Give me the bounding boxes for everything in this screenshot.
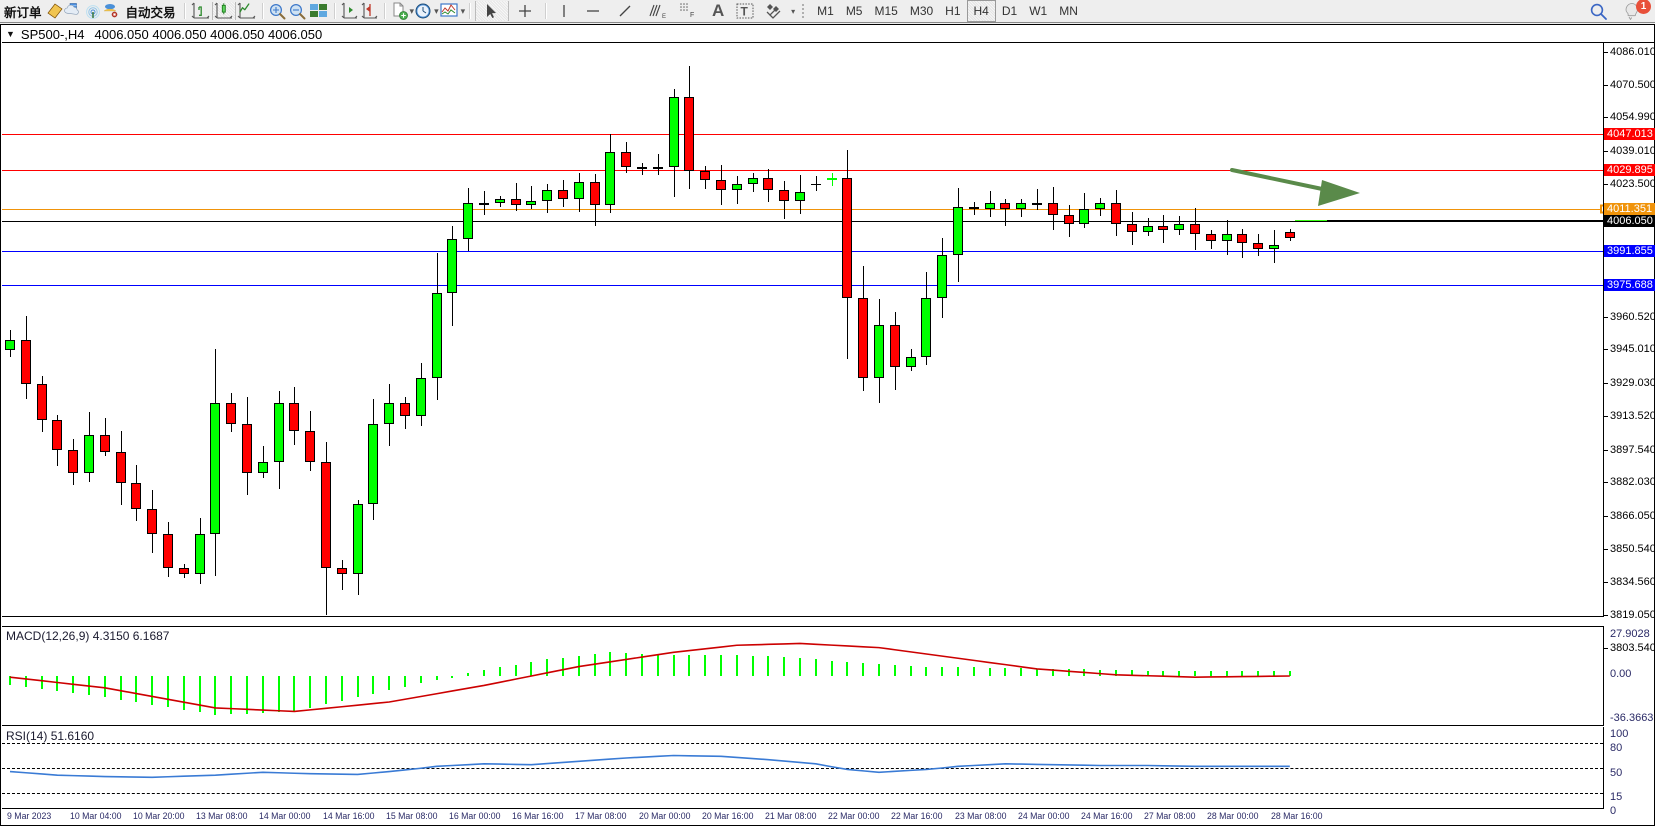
- svg-text:F: F: [690, 12, 694, 19]
- svg-text:E: E: [662, 14, 666, 19]
- svg-text:T: T: [741, 5, 749, 19]
